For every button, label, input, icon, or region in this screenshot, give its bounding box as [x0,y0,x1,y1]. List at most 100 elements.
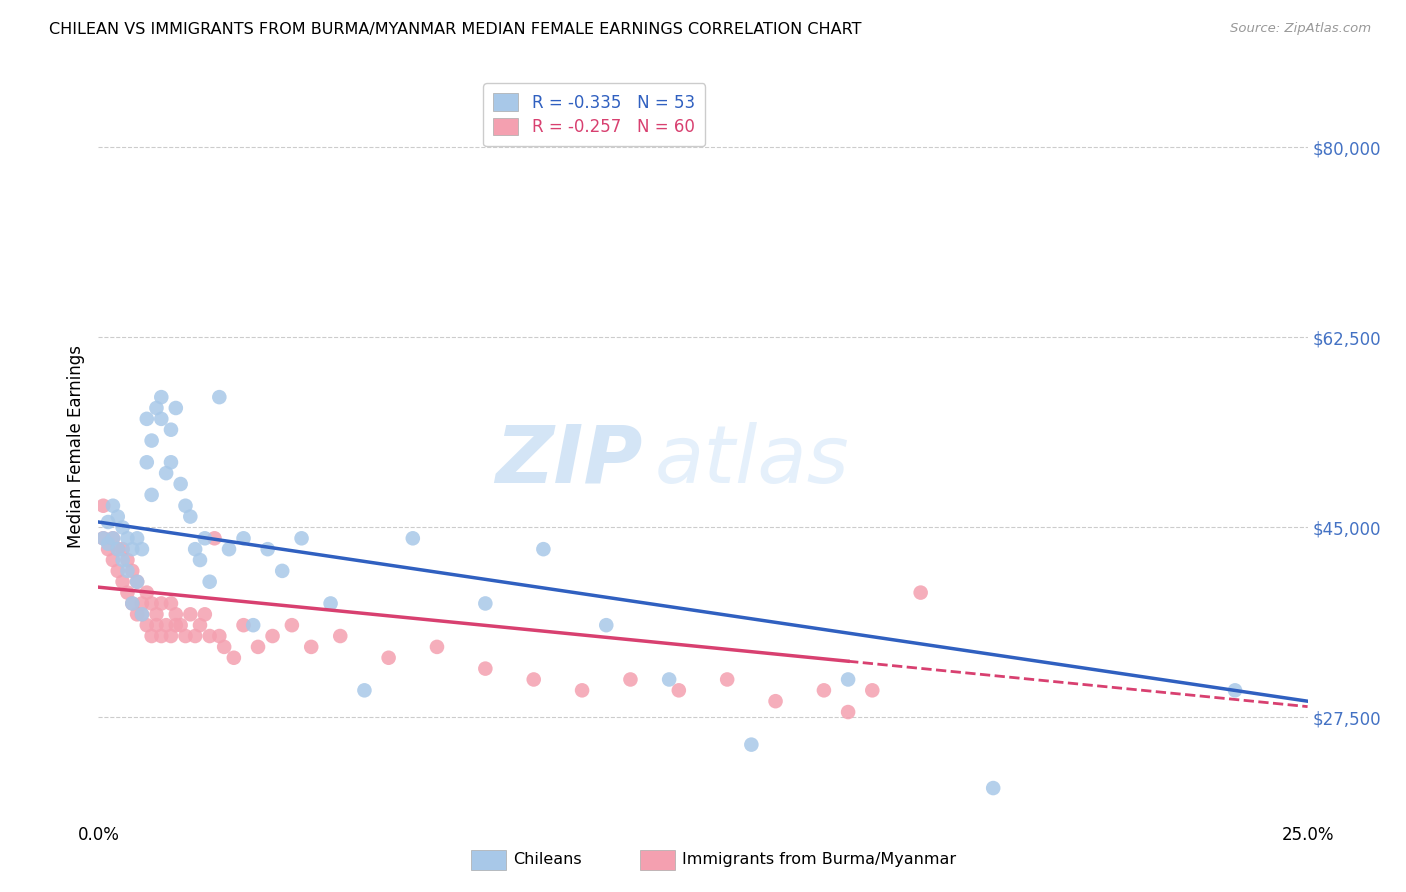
Point [716,673,738,687]
Point [247,640,270,654]
Point [619,673,641,687]
Point [91,499,114,513]
Point [91,531,114,545]
Point [135,585,157,599]
Point [860,683,883,698]
Point [188,618,211,632]
Point [169,618,191,632]
Point [813,683,835,698]
Point [97,542,120,557]
Point [165,607,187,622]
Point [160,423,183,437]
Point [329,629,352,643]
Point [121,597,143,611]
Point [188,553,211,567]
Point [402,531,425,545]
Point [107,542,129,557]
Point [1223,683,1246,698]
Point [97,537,120,551]
Point [198,574,221,589]
Point [111,520,134,534]
Point [571,683,593,698]
Point [165,401,187,415]
Point [121,597,143,611]
Point [668,683,690,698]
Point [121,542,143,557]
Point [155,466,177,480]
Point [150,597,173,611]
Point [101,499,124,513]
Point [145,401,167,415]
Point [281,618,304,632]
Point [117,564,139,578]
Point [141,434,163,448]
Point [135,618,157,632]
Point [353,683,375,698]
Point [204,531,226,545]
Point [194,607,217,622]
Point [131,597,153,611]
Point [169,477,191,491]
Point [107,509,129,524]
Point [232,618,254,632]
Point [145,618,167,632]
Legend: R = -0.335   N = 53, R = -0.257   N = 60: R = -0.335 N = 53, R = -0.257 N = 60 [484,84,704,146]
Point [101,553,124,567]
Point [117,553,139,567]
Point [837,673,859,687]
Point [150,390,173,404]
Point [222,650,245,665]
Point [155,618,177,632]
Point [107,542,129,557]
Point [658,673,681,687]
Text: CHILEAN VS IMMIGRANTS FROM BURMA/MYANMAR MEDIAN FEMALE EARNINGS CORRELATION CHAR: CHILEAN VS IMMIGRANTS FROM BURMA/MYANMAR… [49,22,862,37]
Point [131,607,153,622]
Point [150,629,173,643]
Point [107,564,129,578]
Point [91,531,114,545]
Text: ZIP: ZIP [495,422,643,500]
Point [194,531,217,545]
Point [212,640,235,654]
Point [160,629,183,643]
Point [256,542,278,557]
Point [141,629,163,643]
Point [474,662,496,676]
Point [127,574,149,589]
Point [121,564,143,578]
Point [299,640,322,654]
Point [117,531,139,545]
Point [262,629,284,643]
Point [377,650,399,665]
Point [165,618,187,632]
Point [141,597,163,611]
Point [160,597,183,611]
Point [135,455,157,469]
Text: Source: ZipAtlas.com: Source: ZipAtlas.com [1230,22,1371,36]
Point [232,531,254,545]
Point [179,607,201,622]
Point [184,542,207,557]
Point [218,542,240,557]
Point [290,531,312,545]
Point [127,531,149,545]
Point [101,531,124,545]
Point [111,542,134,557]
Point [127,574,149,589]
Text: Chileans: Chileans [513,853,582,867]
Point [531,542,554,557]
Point [111,553,134,567]
Point [271,564,294,578]
Point [426,640,449,654]
Point [179,509,201,524]
Point [135,412,157,426]
Point [174,629,197,643]
Point [117,585,139,599]
Point [174,499,197,513]
Point [184,629,207,643]
Point [242,618,264,632]
Point [740,738,762,752]
Point [198,629,221,643]
Point [474,597,496,611]
Point [131,542,153,557]
